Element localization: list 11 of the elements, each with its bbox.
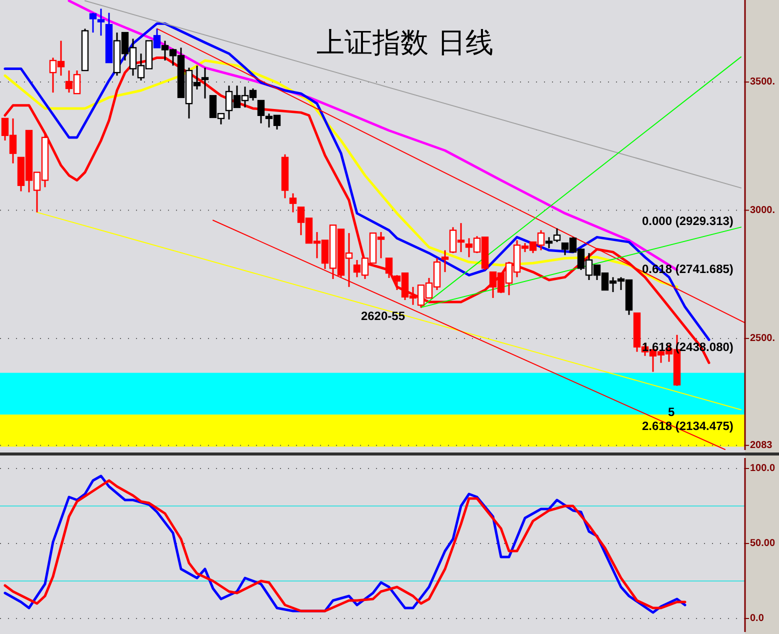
y-tick-label: 0.0: [750, 613, 764, 624]
y-tick-label: 3000.: [750, 204, 776, 216]
y-tick-label: 2500.: [750, 332, 776, 344]
annotation: 2620-55: [360, 309, 406, 323]
annotation: 2.618 (2134.475): [642, 419, 734, 433]
annotation: 0.000 (2929.313): [642, 214, 734, 228]
y-tick-label: 2083: [750, 440, 773, 451]
y-tick-label: 3500.: [750, 76, 776, 88]
y-tick-label: 50.00: [750, 538, 776, 549]
y-tick-label: 100.0: [750, 463, 776, 474]
text: 上证指数 日线: [316, 26, 494, 59]
